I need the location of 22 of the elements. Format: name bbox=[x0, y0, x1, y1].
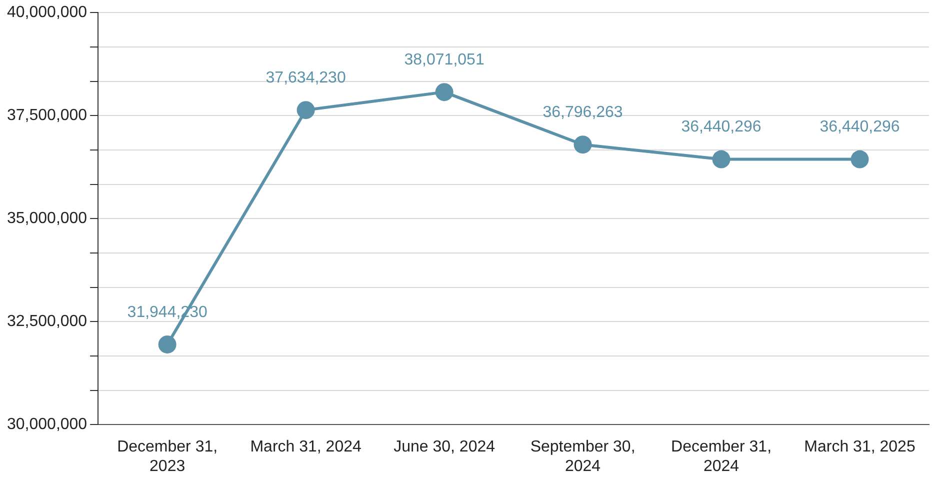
y-tick-label: 32,500,000 bbox=[7, 313, 88, 330]
point bbox=[296, 101, 315, 120]
data-label: 36,796,263 bbox=[542, 104, 623, 121]
point bbox=[712, 150, 730, 168]
data-label: 37,634,230 bbox=[266, 69, 346, 86]
y-tick-label: 40,000,000 bbox=[7, 4, 88, 22]
x-tick-label: December 31, 2024 bbox=[671, 438, 772, 475]
point bbox=[435, 83, 454, 102]
point bbox=[850, 150, 869, 168]
data-label: 38,071,051 bbox=[404, 51, 484, 68]
data-label: 36,440,296 bbox=[681, 118, 762, 136]
y-tick-label: 37,500,000 bbox=[7, 107, 88, 124]
data-label: 36,440,296 bbox=[820, 118, 900, 136]
y-tick-label: 30,000,000 bbox=[7, 416, 88, 434]
x-tick-label: December 31, 2023 bbox=[117, 438, 218, 475]
y-tick-label: 35,000,000 bbox=[7, 210, 88, 228]
x-tick-label: September 30, 2024 bbox=[530, 438, 636, 475]
point bbox=[158, 336, 176, 354]
x-tick-label: March 31, 2025 bbox=[804, 438, 916, 456]
x-tick-label: June 30, 2024 bbox=[394, 438, 496, 456]
point bbox=[574, 136, 592, 154]
x-tick-label: March 31, 2024 bbox=[250, 438, 362, 456]
